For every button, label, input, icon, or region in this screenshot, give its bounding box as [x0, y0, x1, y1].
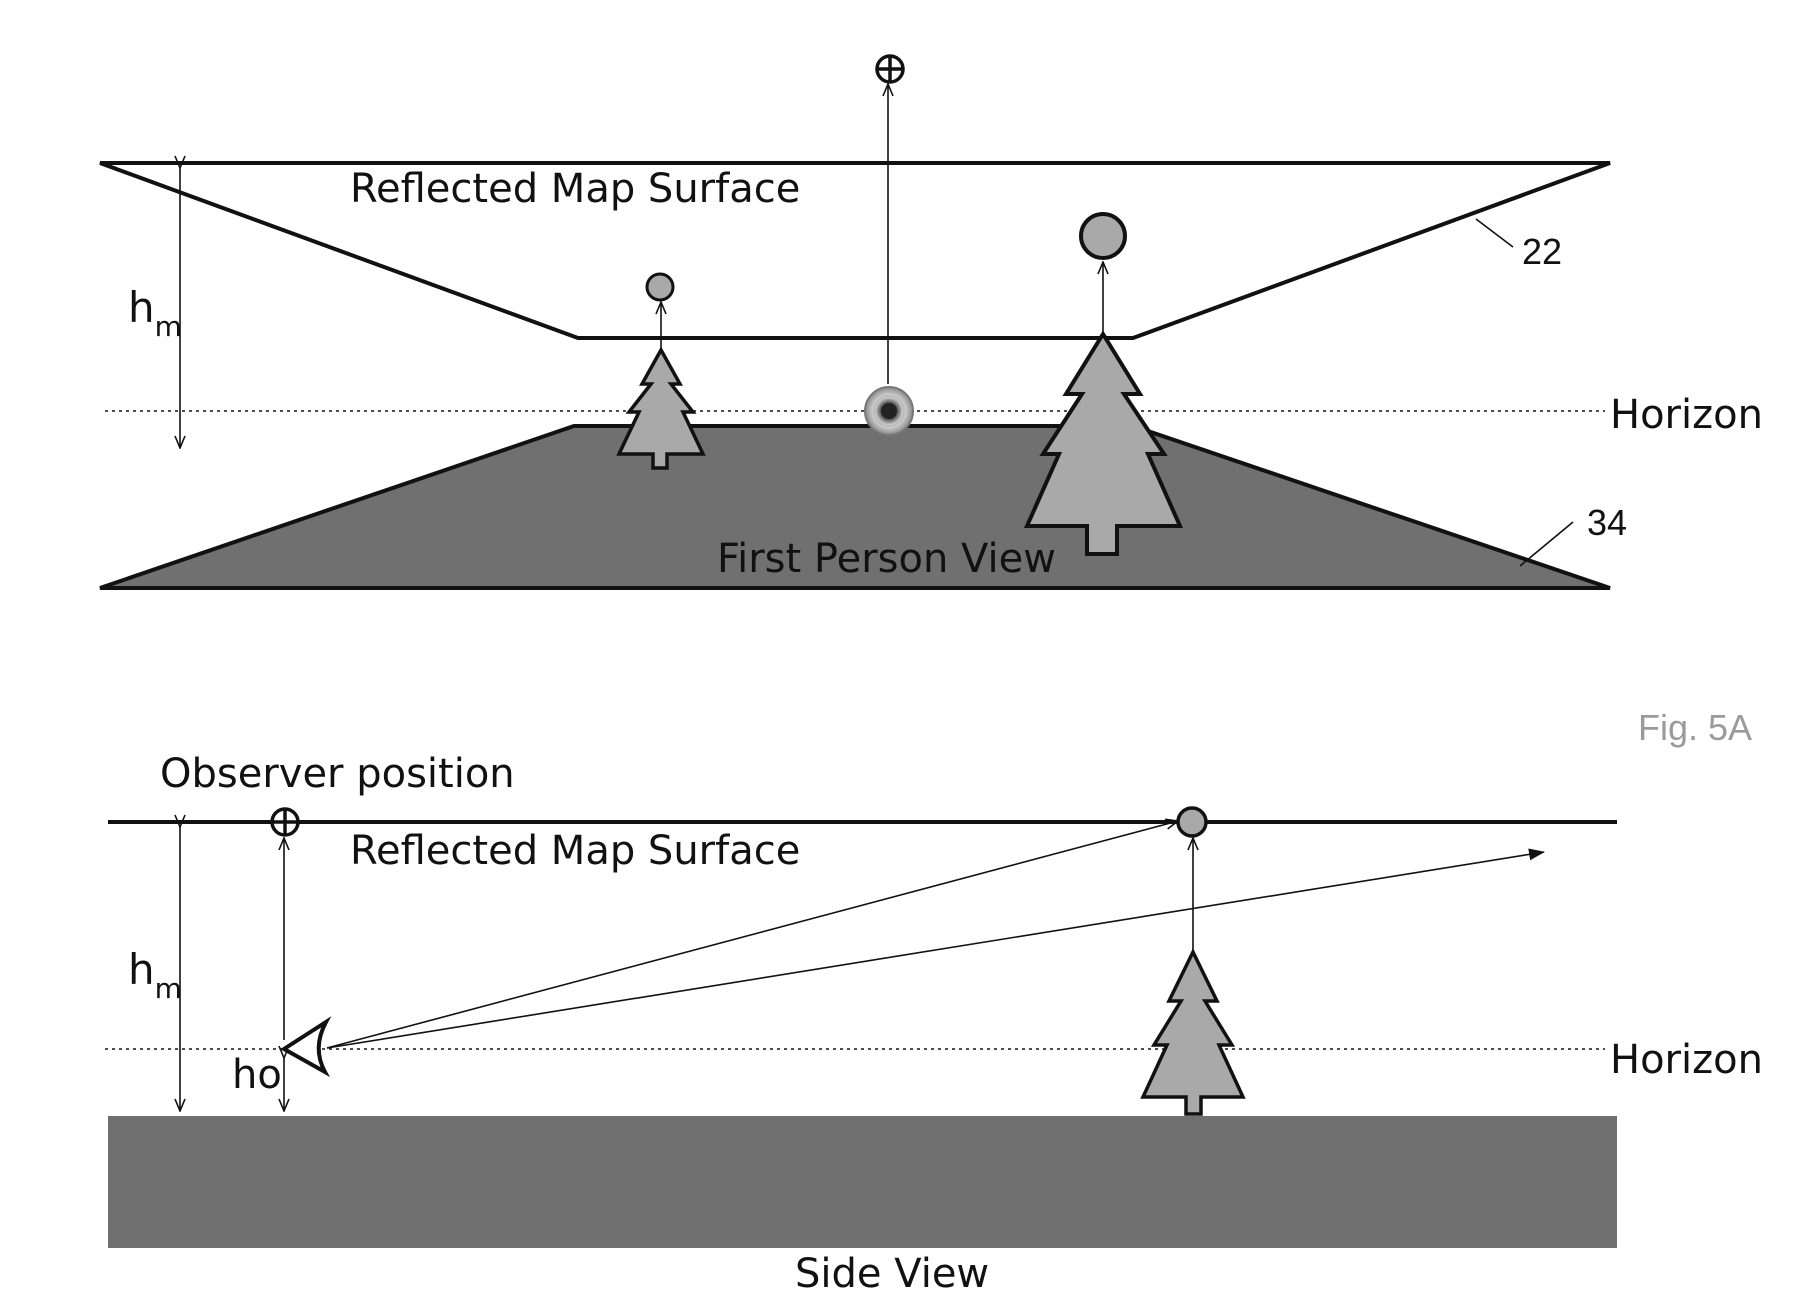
top-height-subscript: m	[155, 310, 182, 343]
top-horizon-label: Horizon	[1610, 392, 1763, 438]
sight-line-to-reflection	[326, 821, 1178, 1049]
crosshair-icon	[270, 807, 300, 837]
side-horizon-label: Horizon	[1610, 1037, 1763, 1083]
sight-line-to-horizon	[326, 848, 1545, 1049]
top-height-letter: h	[128, 283, 155, 332]
top-first-person-label: First Person View	[717, 536, 1056, 582]
top-ground-surface	[99, 424, 1611, 590]
top-height-label: hm	[128, 283, 182, 343]
side-height-label: hm	[128, 945, 182, 1005]
crosshair-icon	[875, 54, 905, 84]
ref-34-leader	[1519, 521, 1574, 567]
tree-icon	[1140, 948, 1246, 1116]
tree-icon	[1023, 330, 1184, 556]
top-reflected-surface	[99, 161, 1611, 340]
observer-position-label: Observer position	[160, 751, 515, 797]
large-tree-reflection-icon	[1079, 212, 1127, 260]
side-reflected-label: Reflected Map Surface	[350, 828, 800, 874]
top-reflected-label: Reflected Map Surface	[350, 166, 800, 212]
eye-icon	[864, 386, 914, 436]
side-view-label: Side View	[795, 1251, 989, 1297]
eye-icon	[280, 1016, 332, 1078]
tree-icon	[616, 346, 706, 470]
figure-label: Fig. 5A	[1638, 707, 1752, 748]
ref-22-label: 22	[1522, 231, 1562, 272]
side-height-letter: h	[128, 945, 155, 994]
side-ground-surface	[108, 1116, 1617, 1248]
side-height-subscript: m	[155, 972, 182, 1005]
small-tree-reflection-icon	[645, 272, 675, 302]
ref-34-label: 34	[1587, 502, 1627, 543]
top-view: Reflected Map Surface First Person View …	[99, 54, 1763, 590]
side-tree-reflection-icon	[1176, 806, 1208, 838]
side-view: Observer position Reflected Map Surface …	[105, 751, 1763, 1297]
ref-22-leader	[1475, 218, 1514, 248]
observer-height-label: ho	[232, 1052, 282, 1098]
